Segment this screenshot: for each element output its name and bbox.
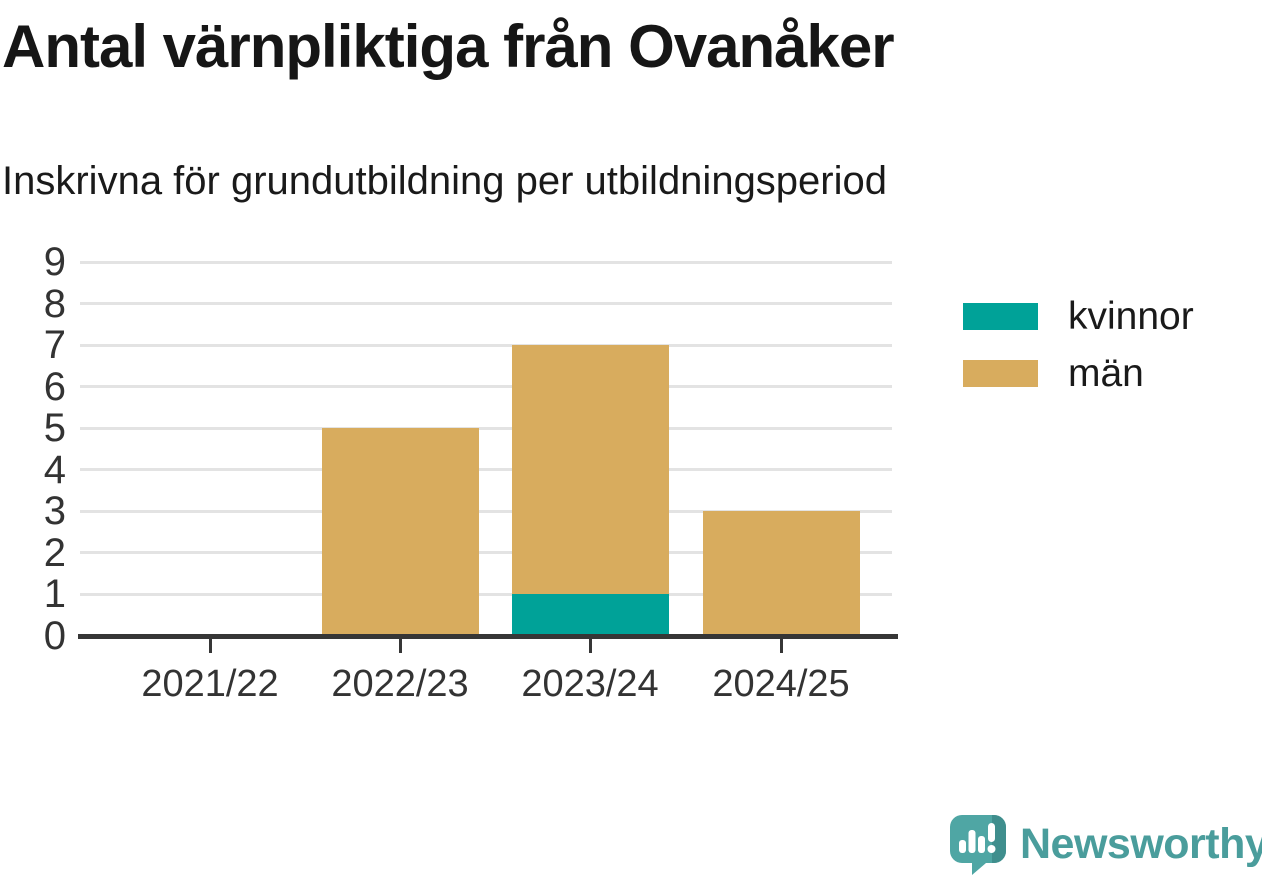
newsworthy-wordmark: Newsworthy <box>1020 820 1262 868</box>
legend-item-man: män <box>963 354 1194 393</box>
x-axis-label: 2023/24 <box>521 663 659 705</box>
x-axis-line <box>78 634 898 639</box>
legend: kvinnor män <box>963 297 1194 417</box>
y-axis-label: 0 <box>43 614 66 658</box>
y-axis-label: 1 <box>43 572 66 617</box>
gridline <box>80 302 892 306</box>
gridline <box>80 260 892 264</box>
bar-segment-män <box>702 511 860 636</box>
x-axis-tick <box>398 639 402 653</box>
chart-subtitle: Inskrivna för grundutbildning per utbild… <box>2 159 887 203</box>
x-axis-label: 2024/25 <box>712 663 850 705</box>
newsworthy-logo: Newsworthy <box>948 813 1262 875</box>
x-axis-tick <box>779 639 783 653</box>
x-axis-tick <box>208 639 212 653</box>
legend-label-man: män <box>1068 352 1144 395</box>
gridline <box>80 468 892 472</box>
y-axis-label: 4 <box>43 447 66 492</box>
chart-title: Antal värnpliktiga från Ovanåker <box>2 13 895 80</box>
y-axis-label: 8 <box>43 281 66 326</box>
gridline <box>80 385 892 389</box>
bar-segment-män <box>321 428 479 636</box>
y-axis-label: 9 <box>43 240 66 284</box>
gridline <box>80 509 892 513</box>
y-axis-label: 6 <box>43 364 66 409</box>
y-axis-label: 2 <box>43 530 66 575</box>
legend-item-kvinnor: kvinnor <box>963 297 1194 336</box>
newsworthy-logo-icon <box>950 815 1006 875</box>
y-axis-label: 3 <box>43 489 66 534</box>
y-axis-label: 7 <box>43 323 66 368</box>
legend-label-kvinnor: kvinnor <box>1068 295 1194 338</box>
legend-swatch-man <box>963 360 1038 387</box>
gridline <box>80 592 892 596</box>
bar-segment-kvinnor <box>511 594 669 636</box>
gridline <box>80 343 892 347</box>
x-axis-tick <box>588 639 592 653</box>
legend-swatch-kvinnor <box>963 303 1038 330</box>
y-axis-label: 5 <box>43 406 66 451</box>
x-axis-label: 2022/23 <box>331 663 469 705</box>
gridline <box>80 426 892 430</box>
x-axis-label: 2021/22 <box>141 663 279 705</box>
bar-segment-män <box>511 345 669 595</box>
gridline <box>80 551 892 555</box>
